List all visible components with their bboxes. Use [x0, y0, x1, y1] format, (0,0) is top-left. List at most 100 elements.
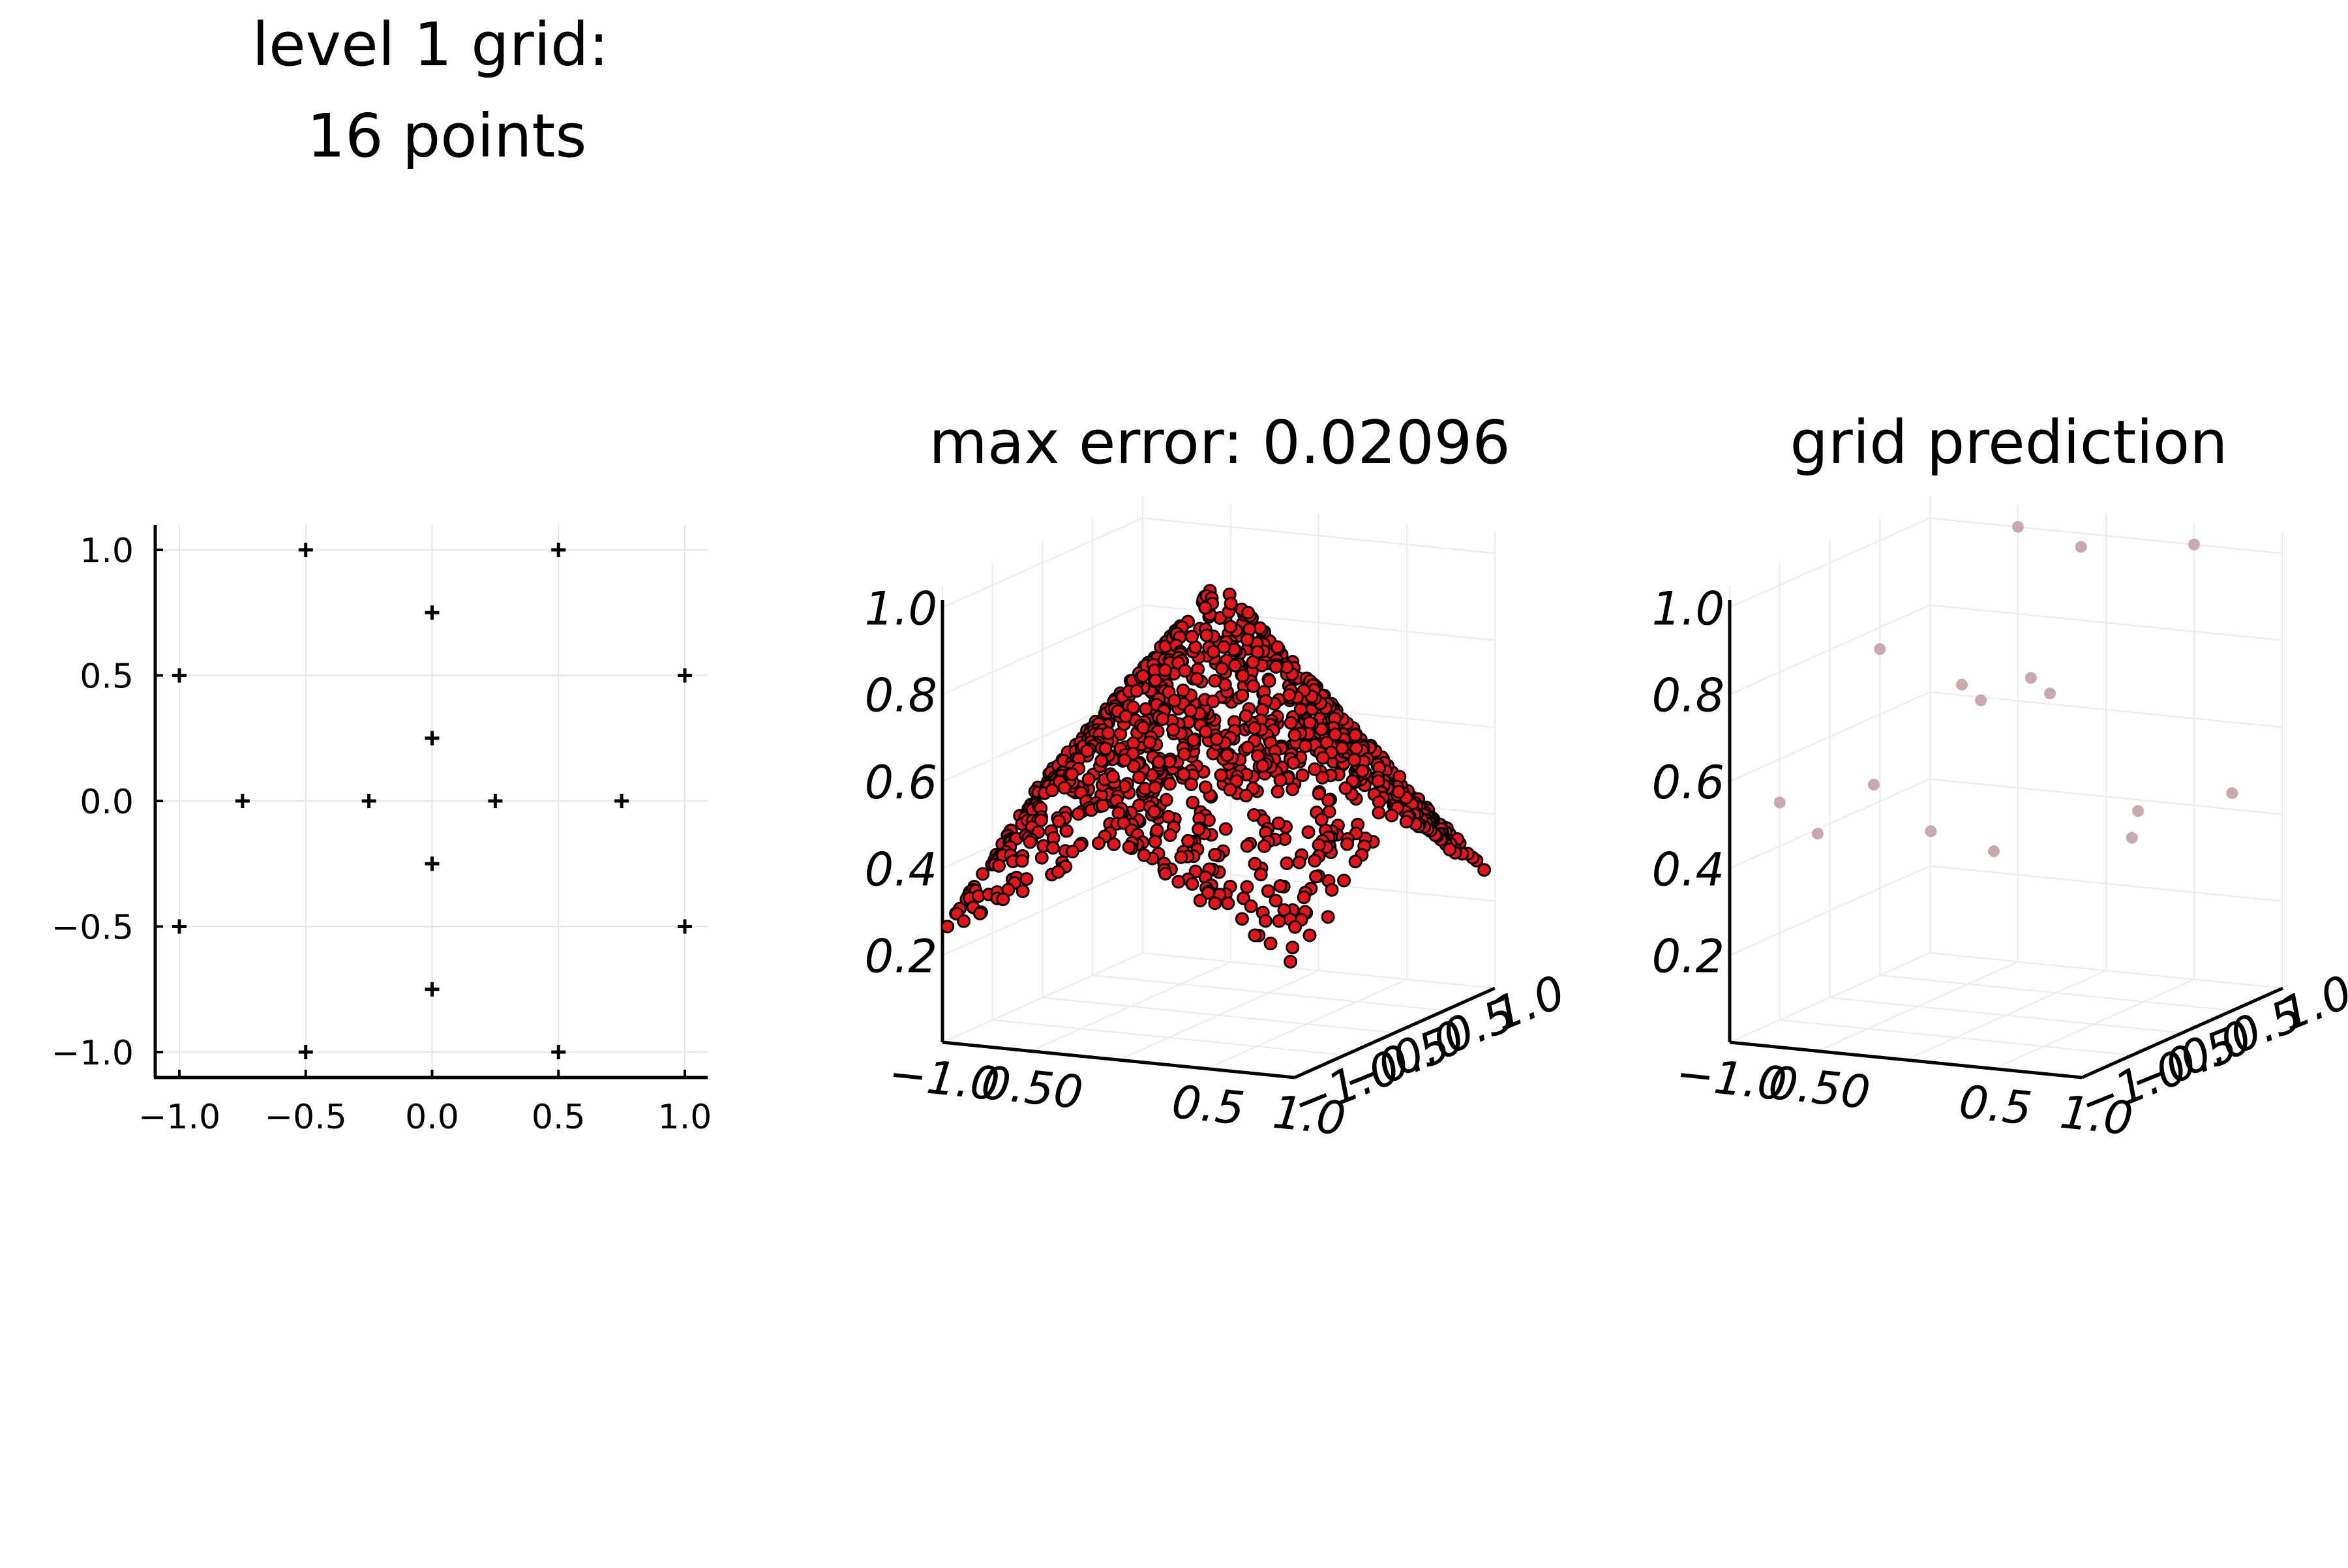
grid-point-marker	[298, 1045, 313, 1059]
grid-point-marker	[172, 919, 187, 934]
error-point	[1052, 814, 1066, 828]
panel2-x-axis	[942, 1040, 1295, 1079]
panel2-y-axis	[1293, 986, 1496, 1079]
panel1-y-tick-label: −0.5	[52, 909, 134, 948]
z-tick-label: 1.0	[1652, 582, 1724, 635]
error-point	[1308, 854, 1322, 868]
prediction-point	[2012, 520, 2024, 533]
prediction-point	[2226, 787, 2238, 799]
error-point	[1244, 899, 1258, 913]
error-point	[1171, 875, 1186, 889]
error-point	[1091, 836, 1106, 851]
grid-point-marker	[488, 794, 503, 808]
panel1-x-tick-label: 1.0	[658, 1098, 712, 1137]
error-point	[1282, 688, 1297, 702]
error-point	[1064, 767, 1079, 781]
error-point	[1257, 839, 1271, 853]
error-point	[1101, 726, 1115, 740]
error-point	[1443, 842, 1457, 856]
grid-point-marker	[551, 1045, 566, 1059]
error-point	[1015, 854, 1029, 868]
error-point	[1080, 744, 1094, 758]
error-point	[1271, 816, 1286, 830]
error-point	[1214, 768, 1228, 783]
error-point	[1286, 941, 1300, 955]
error-point	[1192, 822, 1206, 836]
error-point	[1149, 673, 1163, 687]
error-point	[1152, 755, 1166, 769]
panel1-y-tick-label: 0.0	[80, 783, 134, 822]
error-point	[1348, 854, 1362, 869]
x-tick-label: 0.5	[1957, 1075, 2034, 1136]
error-point	[1107, 837, 1121, 851]
error-point	[1034, 851, 1049, 865]
error-point	[1321, 910, 1335, 924]
error-point	[1166, 723, 1181, 737]
error-point	[1177, 747, 1192, 761]
error-point	[1096, 798, 1110, 813]
floor-gridline	[1206, 978, 1407, 1070]
error-point	[1223, 783, 1237, 797]
error-point	[1045, 783, 1059, 798]
x-tick-label: 0.5	[1169, 1075, 1247, 1136]
error-point	[1106, 770, 1120, 784]
grid-points-panel: level 1 grid: 16 points −1.0 −0.5 0.0 0.5 1.…	[52, 10, 712, 1137]
error-point	[1248, 856, 1262, 871]
error-point	[1316, 751, 1330, 765]
error-point	[1347, 753, 1361, 767]
error-point	[1065, 845, 1079, 859]
error-point	[1057, 781, 1072, 795]
error-point	[1312, 787, 1326, 801]
error-point	[1148, 834, 1162, 849]
error-point	[1256, 759, 1270, 773]
error-point	[1262, 674, 1276, 688]
prediction-point	[1812, 828, 1824, 840]
error-point	[1162, 777, 1177, 791]
prediction-point	[2126, 832, 2138, 844]
panel3-title: grid prediction	[1790, 408, 2228, 477]
error-point	[1224, 620, 1238, 634]
error-point	[1126, 700, 1140, 714]
error-point	[1340, 837, 1355, 851]
error-point	[1051, 865, 1065, 879]
error-point	[1071, 807, 1085, 821]
panel1-x-tick-label: 0.0	[405, 1098, 459, 1137]
error-point	[1122, 840, 1136, 854]
error-point	[1309, 869, 1323, 884]
error-point	[1059, 824, 1074, 838]
panel1-title-line2: 16 points	[307, 101, 587, 171]
error-point	[1184, 629, 1199, 644]
error-point	[1199, 628, 1214, 642]
grid-point-marker	[425, 605, 440, 620]
panel1-markers	[172, 543, 692, 1059]
error-point	[1295, 768, 1310, 783]
error-point	[1269, 659, 1283, 674]
error-point	[1280, 856, 1294, 871]
z-tick-label: 0.8	[865, 669, 937, 723]
panel1-title-line1: level 1 grid:	[252, 10, 609, 80]
prediction-point	[2024, 672, 2037, 684]
prediction-point	[1925, 825, 1937, 837]
error-point	[1199, 725, 1213, 739]
error-point	[1355, 764, 1370, 778]
z-tick-label: 0.8	[1652, 669, 1724, 723]
error-point	[1206, 644, 1220, 659]
error-point	[1208, 896, 1222, 911]
error-point	[1214, 661, 1229, 676]
x-tick-label: 0.50	[1766, 1056, 1873, 1120]
panel3-x-axis	[1729, 1040, 2083, 1079]
x-tick-label: −1.0	[886, 1046, 1002, 1111]
error-point	[1246, 679, 1260, 693]
panel2-title: max error: 0.02096	[929, 408, 1510, 477]
error-point	[1198, 780, 1212, 794]
error-point	[1227, 658, 1242, 672]
error-point	[1287, 728, 1302, 742]
floor-gridline	[1092, 974, 1445, 1012]
error-point	[1248, 928, 1262, 942]
error-point	[1286, 756, 1301, 770]
error-point	[1098, 742, 1113, 756]
error-point	[1046, 841, 1060, 855]
error-point	[1308, 762, 1322, 776]
z-tick-label: 0.4	[1652, 843, 1724, 896]
